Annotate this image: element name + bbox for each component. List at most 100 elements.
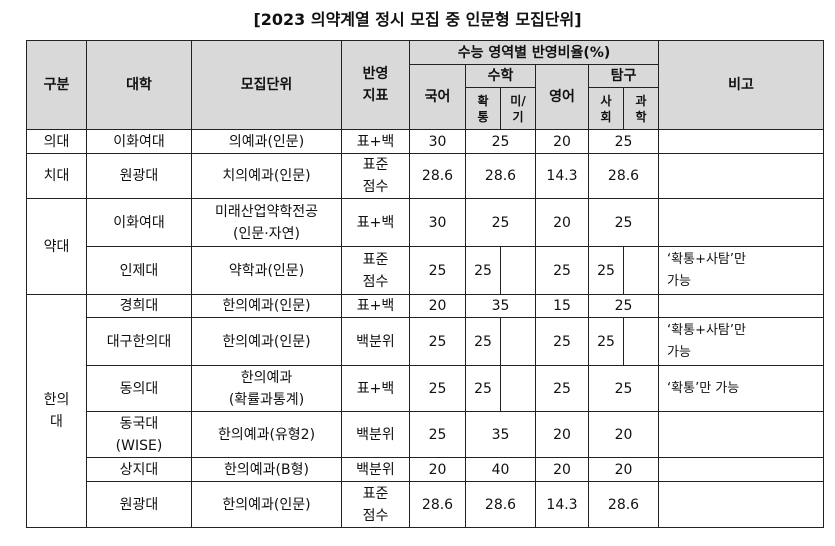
math-prob-cell: 25 [465, 317, 501, 366]
math-cell: 35 [465, 411, 536, 458]
math-cell: 35 [465, 294, 536, 318]
index-cell: 백분위 [341, 317, 410, 366]
index-cell: 표+백 [341, 365, 410, 412]
english-cell: 25 [535, 365, 589, 412]
header-notes: 비고 [658, 40, 825, 130]
header-ratio: 수능 영역별 반영비율(%) [408, 40, 660, 65]
korean-cell: 25 [409, 411, 466, 458]
korean-cell: 25 [409, 365, 466, 412]
header-english: 영어 [535, 64, 589, 130]
note-cell: ‘확통+사탐’만 가능 [658, 317, 825, 366]
english-cell: 20 [535, 129, 589, 154]
korean-cell: 20 [409, 457, 466, 482]
university-cell: 동국대 (WISE) [86, 411, 192, 458]
category-cell: 한의 대 [26, 294, 87, 528]
inquiry-cell: 28.6 [587, 481, 660, 528]
university-cell: 동의대 [86, 365, 192, 412]
note-cell [658, 481, 825, 528]
math-cell: 28.6 [465, 481, 536, 528]
header-inquiry: 탐구 [587, 64, 660, 88]
note-cell [658, 153, 825, 199]
math-cell: 40 [465, 457, 536, 482]
math-calc-cell [500, 365, 536, 412]
note-cell [658, 457, 825, 482]
header-math-prob: 확 통 [465, 87, 501, 130]
index-cell: 표+백 [341, 198, 410, 247]
index-cell: 표+백 [341, 129, 410, 154]
header-university: 대학 [86, 40, 192, 130]
unit-cell: 미래산업약학전공 (인문·자연) [191, 198, 342, 247]
inquiry-cell: 20 [587, 411, 660, 458]
unit-cell: 한의예과(인문) [191, 481, 342, 528]
science-cell [622, 317, 660, 366]
korean-cell: 28.6 [409, 153, 466, 199]
unit-cell: 의예과(인문) [191, 129, 342, 154]
header-social: 사 회 [588, 87, 624, 130]
index-cell: 표준 점수 [341, 153, 410, 199]
science-cell [622, 246, 660, 295]
inquiry-cell: 25 [587, 198, 660, 247]
header-science: 과 학 [622, 87, 660, 130]
admissions-table: 구분 대학 모집단위 반영 지표 수능 영역별 반영비율(%) 비고 국어 수학… [26, 40, 825, 528]
note-cell [658, 294, 825, 318]
university-cell: 이화여대 [86, 129, 192, 154]
note-cell [658, 129, 825, 154]
math-cell: 28.6 [465, 153, 536, 199]
page-title: [2023 의약계열 정시 모집 중 인문형 모집단위] [253, 10, 582, 29]
unit-cell: 한의예과(인문) [191, 294, 342, 318]
header-math: 수학 [465, 64, 536, 88]
university-cell: 이화여대 [86, 198, 192, 247]
university-cell: 대구한의대 [86, 317, 192, 366]
korean-cell: 20 [409, 294, 466, 318]
english-cell: 15 [535, 294, 589, 318]
social-cell: 25 [588, 317, 624, 366]
category-cell: 약대 [26, 198, 87, 295]
math-prob-cell: 25 [465, 365, 501, 412]
math-calc-cell [500, 317, 536, 366]
unit-cell: 한의예과(B형) [191, 457, 342, 482]
note-cell [658, 198, 825, 247]
university-cell: 상지대 [86, 457, 192, 482]
math-cell: 25 [465, 198, 536, 247]
english-cell: 25 [535, 246, 589, 295]
category-cell: 의대 [26, 129, 87, 154]
korean-cell: 25 [409, 317, 466, 366]
university-cell: 원광대 [86, 481, 192, 528]
index-cell: 표준 점수 [341, 481, 410, 528]
korean-cell: 30 [409, 198, 466, 247]
inquiry-cell: 28.6 [587, 153, 660, 199]
unit-cell: 한의예과(인문) [191, 317, 342, 366]
category-cell: 치대 [26, 153, 87, 199]
header-math-calc: 미/ 기 [500, 87, 536, 130]
social-cell: 25 [588, 246, 624, 295]
korean-cell: 30 [409, 129, 466, 154]
note-cell [658, 411, 825, 458]
inquiry-cell: 25 [587, 294, 660, 318]
english-cell: 20 [535, 457, 589, 482]
header-korean: 국어 [409, 64, 466, 130]
english-cell: 20 [535, 198, 589, 247]
index-cell: 표준 점수 [341, 246, 410, 295]
math-cell: 25 [465, 129, 536, 154]
index-cell: 백분위 [341, 457, 410, 482]
inquiry-cell: 20 [587, 457, 660, 482]
unit-cell: 한의예과(유형2) [191, 411, 342, 458]
university-cell: 원광대 [86, 153, 192, 199]
university-cell: 인제대 [86, 246, 192, 295]
note-cell: ‘확통’만 가능 [658, 365, 825, 412]
inquiry-cell: 25 [587, 365, 660, 412]
university-cell: 경희대 [86, 294, 192, 318]
korean-cell: 25 [409, 246, 466, 295]
index-cell: 백분위 [341, 411, 410, 458]
header-category: 구분 [26, 40, 87, 130]
english-cell: 14.3 [535, 153, 589, 199]
inquiry-cell: 25 [587, 129, 660, 154]
header-index: 반영 지표 [341, 40, 410, 130]
note-cell: ‘확통+사탐’만 가능 [658, 246, 825, 295]
unit-cell: 약학과(인문) [191, 246, 342, 295]
unit-cell: 한의예과 (확률과통계) [191, 365, 342, 412]
english-cell: 14.3 [535, 481, 589, 528]
index-cell: 표+백 [341, 294, 410, 318]
english-cell: 25 [535, 317, 589, 366]
korean-cell: 28.6 [409, 481, 466, 528]
